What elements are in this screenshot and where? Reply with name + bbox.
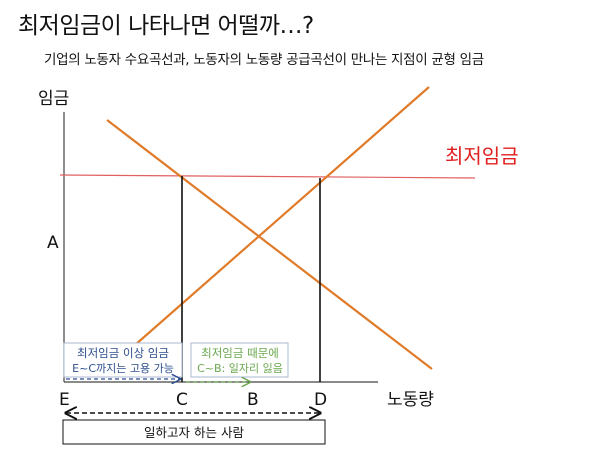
min-wage-label: 최저임금 [445,144,519,168]
y-axis-label: 임금 [38,89,69,109]
point-d: D [314,390,327,410]
supply-curve [126,86,430,353]
demand-curve [106,119,433,370]
point-b: B [247,390,259,410]
point-c: C [176,390,188,410]
employable-line2: E~C까지는 고용 가능 [72,362,174,375]
willing-workers-box [62,419,326,445]
job-loss-box [190,342,289,378]
employable-line1: 최저임금 이상 임금 [77,346,169,360]
point-e: E [59,390,70,410]
y-tick-a: A [47,233,59,253]
x-axis-label: 노동량 [387,390,434,410]
job-loss-line2: C~B: 일자리 잃음 [197,361,283,375]
willing-workers-label: 일하고자 하는 사람 [144,425,244,440]
min-wage-line [59,174,476,179]
slide-title: 최저임금이 나타나면 어떨까…? [18,13,314,39]
employable-box [63,342,183,378]
slide-subtitle: 기업의 노동자 수요곡선과, 노동자의 노동량 공급곡선이 만나는 지점이 균형… [44,52,484,68]
job-loss-line1: 최저임금 때문에 [201,346,279,360]
